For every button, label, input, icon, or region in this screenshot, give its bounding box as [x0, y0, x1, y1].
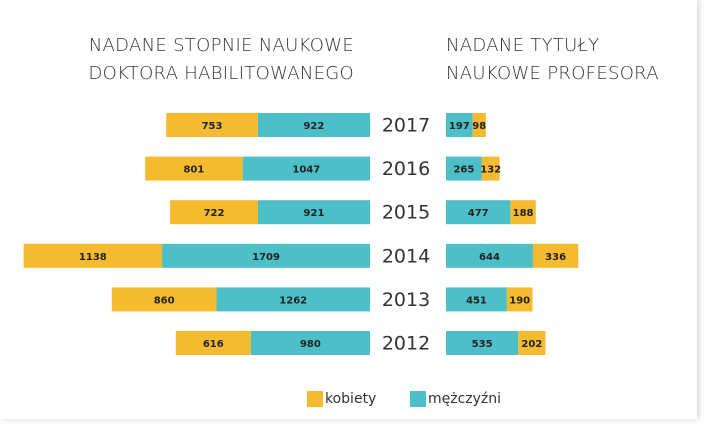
year-label: 2014 [382, 245, 430, 267]
value-label: 1709 [252, 252, 280, 263]
bar-segment [166, 113, 258, 137]
value-label: 132 [480, 165, 501, 176]
right-title: NADANE TYTUŁY NAUKOWE PROFESORA [446, 35, 659, 84]
value-label: 753 [202, 121, 223, 132]
bar-segment [446, 243, 533, 268]
value-label: 616 [203, 339, 224, 350]
legend-label: mężczyźni [428, 391, 501, 407]
value-label: 451 [466, 295, 487, 306]
value-label: 535 [472, 339, 493, 350]
bar-segment [257, 200, 370, 225]
value-label: 1047 [292, 165, 320, 176]
year-label: 2016 [382, 158, 430, 180]
bar-segment [111, 287, 217, 312]
value-label: 197 [449, 121, 470, 132]
year-label: 2012 [382, 333, 430, 355]
value-label: 980 [300, 339, 321, 350]
year-label: 2013 [382, 289, 430, 311]
bar-segment [446, 200, 511, 225]
value-label: 801 [183, 165, 204, 176]
card: NADANE STOPNIE NAUKOWE DOKTORA HABILITOW… [23, 35, 659, 407]
bar-segment [446, 156, 482, 181]
bar-segment [162, 243, 370, 268]
legend-swatch [307, 391, 323, 407]
bar-segment [250, 331, 370, 355]
year-label: 2017 [382, 115, 430, 137]
value-label: 188 [513, 208, 534, 219]
bar-segment [145, 156, 243, 181]
bar-segment [481, 156, 500, 181]
bar-segment [446, 331, 519, 355]
bar-segment [242, 156, 370, 181]
bar-segment [216, 287, 370, 312]
bar-segment [23, 243, 163, 268]
bar-segment [518, 331, 546, 355]
value-label: 860 [154, 295, 175, 306]
bar-segment [446, 287, 507, 312]
bar-segment [257, 113, 370, 137]
value-label: 644 [479, 252, 500, 263]
bar-segment [446, 113, 473, 137]
bar-segment [506, 287, 533, 312]
bar-segment [532, 243, 579, 268]
legend-swatch [410, 391, 426, 407]
value-label: 477 [468, 208, 489, 219]
bar-segment [175, 331, 251, 355]
value-label: 921 [304, 208, 325, 219]
value-label: 190 [509, 295, 530, 306]
bar-segment [510, 200, 536, 225]
value-label: 202 [521, 339, 542, 350]
value-label: 1262 [279, 295, 307, 306]
value-label: 722 [204, 208, 225, 219]
year-label: 2015 [382, 202, 430, 224]
value-label: 265 [453, 165, 474, 176]
value-label: 336 [545, 252, 566, 263]
legend-label: kobiety [325, 391, 376, 407]
bar-segment [472, 113, 486, 137]
bar-segment [170, 200, 258, 225]
value-label: 1138 [79, 252, 107, 263]
value-label: 98 [472, 121, 486, 132]
left-title: NADANE STOPNIE NAUKOWE DOKTORA HABILITOW… [88, 35, 354, 84]
value-label: 922 [303, 121, 324, 132]
